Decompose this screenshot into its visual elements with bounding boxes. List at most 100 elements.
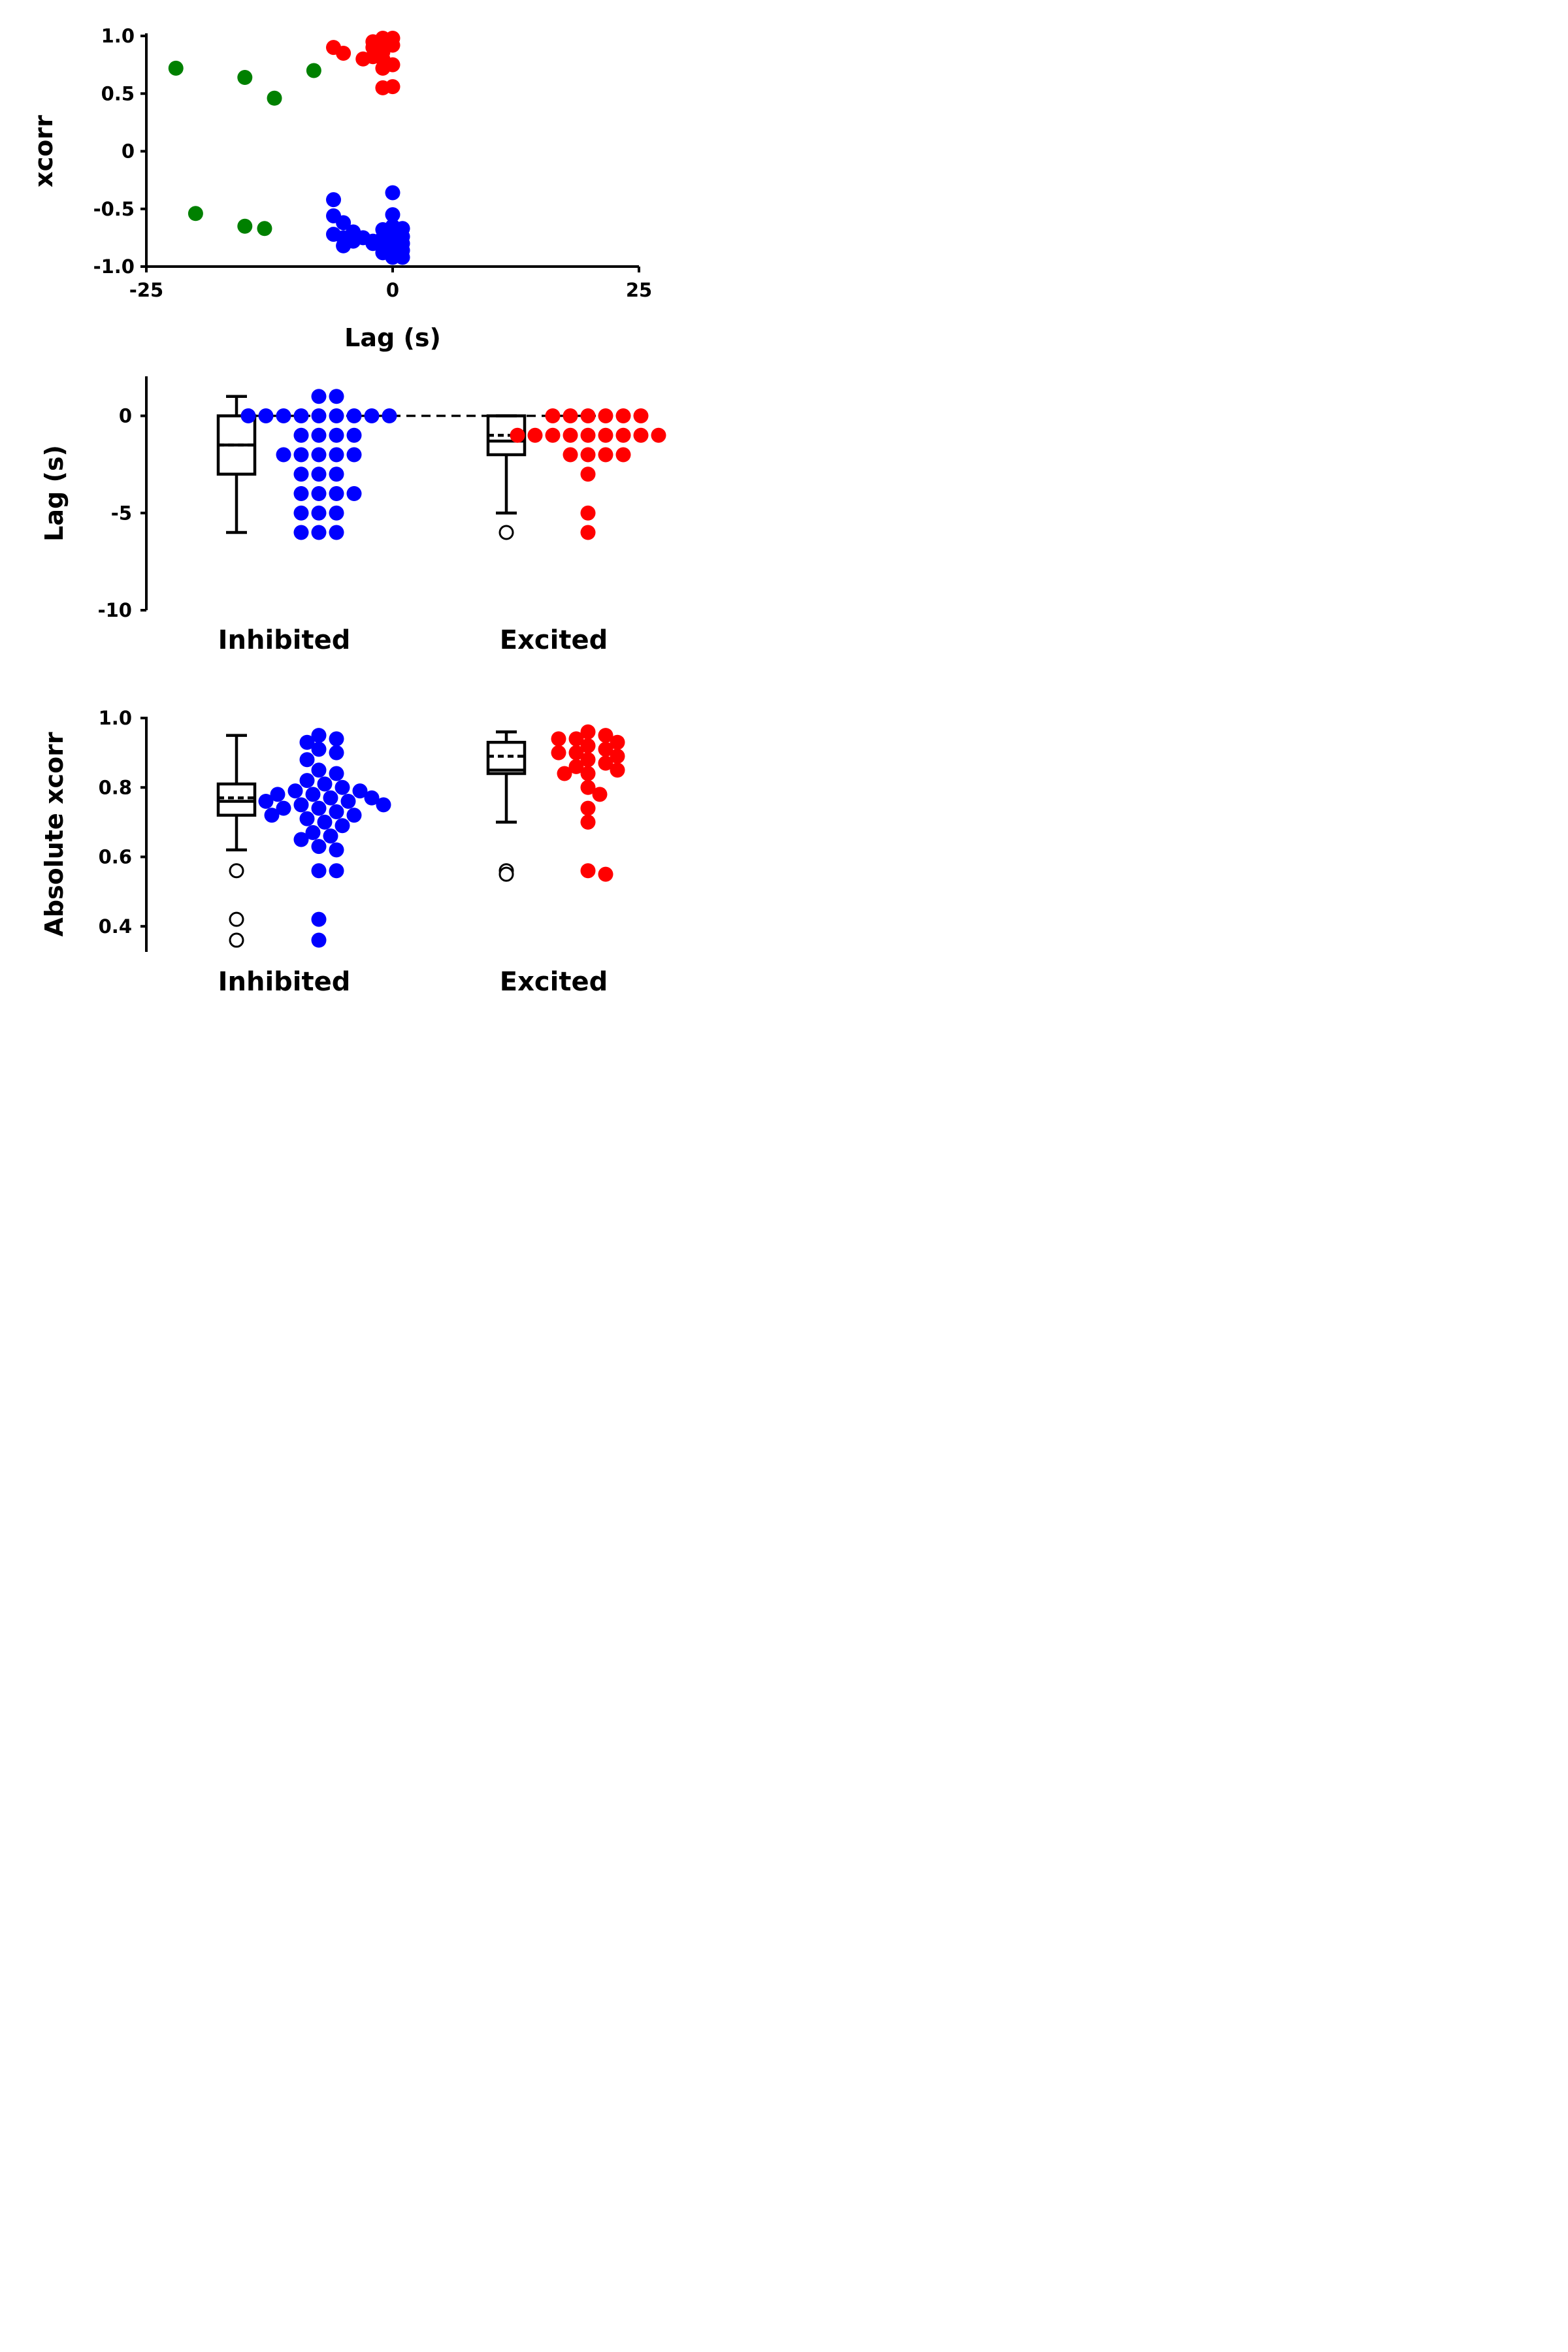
y-tick-label: 0.6	[99, 846, 132, 868]
swarm-point	[329, 486, 344, 501]
swarm-point	[580, 779, 596, 795]
swarm-point	[568, 745, 584, 760]
y-tick-label: 0.8	[99, 776, 132, 798]
x-tick-label: 0	[386, 279, 399, 301]
swarm-point	[346, 808, 362, 823]
scatter-point	[385, 57, 400, 73]
box-iqr	[486, 740, 527, 776]
y-axis-title: xcorr	[29, 115, 58, 188]
panel-lag-boxplot: 0 -5 -10 Lag (s) Inhibited Excited	[40, 376, 666, 655]
swarm-point	[311, 911, 327, 927]
swarm-point	[615, 408, 631, 423]
swarm-point	[580, 427, 596, 443]
swarm-point	[311, 447, 327, 463]
swarm-point	[610, 748, 625, 764]
swarm-point	[346, 427, 362, 443]
swarm-point	[329, 427, 344, 443]
swarm-point	[311, 932, 327, 948]
swarm-point	[240, 408, 256, 423]
swarm-point	[323, 790, 338, 806]
swarm-point	[293, 466, 309, 482]
scatter-point	[237, 70, 253, 86]
swarm-point	[293, 797, 309, 813]
category-label: Excited	[500, 625, 608, 655]
swarm-point	[305, 825, 321, 840]
swarm-point	[329, 389, 344, 404]
swarm-point	[615, 447, 631, 463]
swarm-point	[293, 447, 309, 463]
box-iqr	[216, 782, 257, 817]
swarm-point	[346, 486, 362, 501]
swarm-point	[287, 783, 303, 799]
x-axis-title: Lag (s)	[344, 323, 441, 352]
swarm-point	[598, 427, 613, 443]
swarm-point	[293, 427, 309, 443]
swarm-point	[293, 505, 309, 521]
swarm-point	[557, 766, 572, 781]
swarm-point	[563, 447, 578, 463]
y-tick-label: 0	[122, 140, 135, 163]
swarm-point	[293, 486, 309, 501]
swarm-point	[580, 408, 596, 423]
x-tick-label: -25	[129, 279, 163, 301]
swarm-point	[270, 787, 286, 802]
swarm-point	[580, 752, 596, 768]
swarm-point	[545, 408, 561, 423]
swarm-point	[311, 742, 327, 757]
swarm-point	[551, 745, 566, 760]
swarm-point	[580, 505, 596, 521]
y-axis-title: Absolute xcorr	[40, 732, 69, 936]
swarm-point	[293, 832, 309, 847]
swarm-point	[305, 787, 321, 802]
scatter-point	[385, 185, 400, 201]
swarm-point	[329, 447, 344, 463]
swarm-point	[299, 752, 315, 768]
swarm-point	[352, 783, 368, 799]
scatter-point	[385, 207, 400, 223]
swarm-point	[598, 728, 613, 743]
y-tick-label: -1.0	[93, 255, 135, 278]
scatter-point	[267, 90, 282, 106]
swarm-point	[580, 525, 596, 540]
panel-absolute-xcorr-boxplot: 1.0 0.8 0.6 0.4 Absolute xcorr Inhibited Excit…	[40, 707, 625, 997]
swarm-point	[276, 447, 291, 463]
outlier-point	[498, 525, 514, 540]
swarm-point	[346, 408, 362, 423]
swarm-point	[329, 842, 344, 858]
swarm-point	[329, 505, 344, 521]
y-tick-label: 1.0	[101, 25, 135, 47]
swarm-point	[335, 779, 350, 795]
swarm-point	[317, 814, 333, 830]
swarm-point	[346, 447, 362, 463]
swarm-point	[299, 811, 315, 826]
swarm-point	[311, 427, 327, 443]
swarm-point	[329, 408, 344, 423]
swarm-point	[329, 525, 344, 540]
y-axis-title: Lag (s)	[40, 445, 69, 542]
swarm-point	[323, 828, 338, 844]
swarm-point	[311, 486, 327, 501]
swarm-point	[364, 408, 380, 423]
swarm-point	[527, 427, 543, 443]
panel-lag-vs-xcorr-scatter: 1.0 0.5 0 -0.5 -1.0-25 0 25 Lag (s) xcorr	[29, 25, 652, 352]
swarm-point	[568, 731, 584, 747]
outlier-point	[229, 863, 244, 879]
scatter-point	[237, 218, 253, 234]
category-label: Inhibited	[218, 967, 351, 997]
scatter-point	[385, 79, 400, 95]
y-tick-label: -0.5	[93, 198, 135, 220]
swarm-point	[311, 505, 327, 521]
swarm-point	[329, 766, 344, 781]
swarm-point	[598, 408, 613, 423]
swarm-point	[633, 427, 649, 443]
swarm-point	[311, 728, 327, 743]
scatter-point	[326, 192, 342, 208]
swarm-point	[580, 738, 596, 754]
swarm-point	[382, 408, 397, 423]
swarm-point	[598, 755, 613, 771]
swarm-point	[311, 389, 327, 404]
swarm-point	[329, 745, 344, 760]
swarm-point	[317, 776, 333, 792]
category-label: Excited	[500, 967, 608, 997]
y-tick-label: 0	[119, 405, 132, 427]
